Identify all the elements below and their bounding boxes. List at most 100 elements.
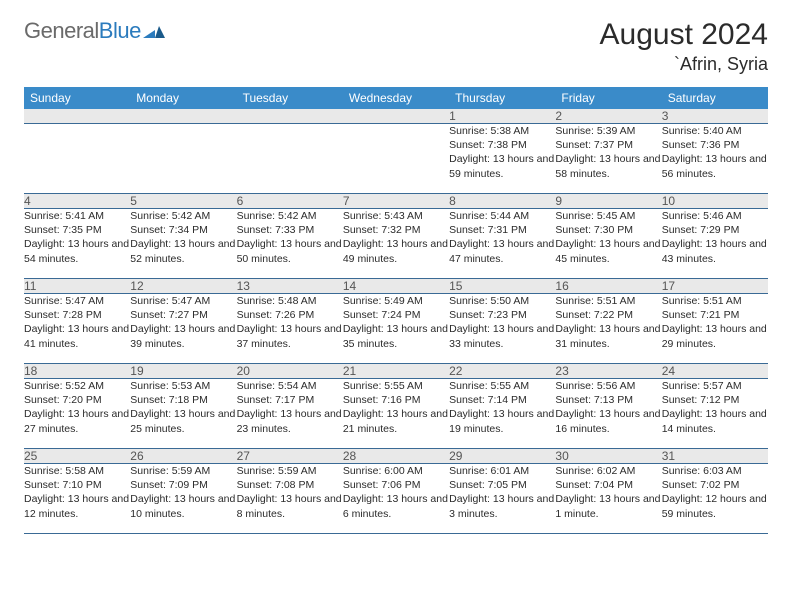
- day-number-row: 18192021222324: [24, 364, 768, 379]
- sunrise-text: Sunrise: 5:56 AM: [555, 379, 661, 393]
- day-number: 6: [237, 194, 343, 209]
- day-number: 19: [130, 364, 236, 379]
- day-cell: Sunrise: 5:52 AMSunset: 7:20 PMDaylight:…: [24, 379, 130, 449]
- day-number: 5: [130, 194, 236, 209]
- sunset-text: Sunset: 7:28 PM: [24, 308, 130, 322]
- day-number: [130, 109, 236, 124]
- sunrise-text: Sunrise: 6:00 AM: [343, 464, 449, 478]
- day-cell: Sunrise: 5:45 AMSunset: 7:30 PMDaylight:…: [555, 209, 661, 279]
- sunset-text: Sunset: 7:20 PM: [24, 393, 130, 407]
- day-number: 13: [237, 279, 343, 294]
- daylight-text: Daylight: 13 hours and 21 minutes.: [343, 407, 449, 435]
- sunrise-text: Sunrise: 5:51 AM: [662, 294, 768, 308]
- sunrise-text: Sunrise: 5:47 AM: [24, 294, 130, 308]
- sunrise-text: Sunrise: 5:59 AM: [237, 464, 343, 478]
- daylight-text: Daylight: 13 hours and 35 minutes.: [343, 322, 449, 350]
- sunrise-text: Sunrise: 5:43 AM: [343, 209, 449, 223]
- day-cell: Sunrise: 5:49 AMSunset: 7:24 PMDaylight:…: [343, 294, 449, 364]
- sunrise-text: Sunrise: 5:54 AM: [237, 379, 343, 393]
- daylight-text: Daylight: 13 hours and 3 minutes.: [449, 492, 555, 520]
- daylight-text: Daylight: 13 hours and 8 minutes.: [237, 492, 343, 520]
- weekday-header: Tuesday: [237, 87, 343, 109]
- sunset-text: Sunset: 7:21 PM: [662, 308, 768, 322]
- calendar-table: Sunday Monday Tuesday Wednesday Thursday…: [24, 87, 768, 534]
- sunset-text: Sunset: 7:32 PM: [343, 223, 449, 237]
- sunset-text: Sunset: 7:35 PM: [24, 223, 130, 237]
- sunset-text: Sunset: 7:24 PM: [343, 308, 449, 322]
- day-cell: [237, 124, 343, 194]
- daylight-text: Daylight: 13 hours and 59 minutes.: [449, 152, 555, 180]
- sunrise-text: Sunrise: 5:39 AM: [555, 124, 661, 138]
- sunrise-text: Sunrise: 5:48 AM: [237, 294, 343, 308]
- day-cell: Sunrise: 6:00 AMSunset: 7:06 PMDaylight:…: [343, 464, 449, 534]
- sunset-text: Sunset: 7:12 PM: [662, 393, 768, 407]
- sunset-text: Sunset: 7:06 PM: [343, 478, 449, 492]
- day-cell: Sunrise: 5:44 AMSunset: 7:31 PMDaylight:…: [449, 209, 555, 279]
- sunrise-text: Sunrise: 5:47 AM: [130, 294, 236, 308]
- sunset-text: Sunset: 7:31 PM: [449, 223, 555, 237]
- sunrise-text: Sunrise: 5:55 AM: [343, 379, 449, 393]
- sunset-text: Sunset: 7:09 PM: [130, 478, 236, 492]
- day-number: 27: [237, 449, 343, 464]
- sunset-text: Sunset: 7:16 PM: [343, 393, 449, 407]
- day-number: 11: [24, 279, 130, 294]
- day-cell: Sunrise: 6:01 AMSunset: 7:05 PMDaylight:…: [449, 464, 555, 534]
- daylight-text: Daylight: 13 hours and 1 minute.: [555, 492, 661, 520]
- month-title: August 2024: [600, 18, 768, 52]
- sunrise-text: Sunrise: 5:52 AM: [24, 379, 130, 393]
- day-body-row: Sunrise: 5:38 AMSunset: 7:38 PMDaylight:…: [24, 124, 768, 194]
- sunrise-text: Sunrise: 5:49 AM: [343, 294, 449, 308]
- logo-mark-icon: [143, 18, 165, 44]
- weekday-header-row: Sunday Monday Tuesday Wednesday Thursday…: [24, 87, 768, 109]
- sunrise-text: Sunrise: 5:42 AM: [130, 209, 236, 223]
- daylight-text: Daylight: 13 hours and 14 minutes.: [662, 407, 768, 435]
- daylight-text: Daylight: 13 hours and 6 minutes.: [343, 492, 449, 520]
- sunrise-text: Sunrise: 5:50 AM: [449, 294, 555, 308]
- daylight-text: Daylight: 13 hours and 50 minutes.: [237, 237, 343, 265]
- sunset-text: Sunset: 7:22 PM: [555, 308, 661, 322]
- daylight-text: Daylight: 13 hours and 52 minutes.: [130, 237, 236, 265]
- sunrise-text: Sunrise: 5:57 AM: [662, 379, 768, 393]
- day-number: 14: [343, 279, 449, 294]
- daylight-text: Daylight: 13 hours and 10 minutes.: [130, 492, 236, 520]
- day-cell: Sunrise: 5:40 AMSunset: 7:36 PMDaylight:…: [662, 124, 768, 194]
- day-number: [343, 109, 449, 124]
- weekday-header: Thursday: [449, 87, 555, 109]
- sunset-text: Sunset: 7:30 PM: [555, 223, 661, 237]
- day-number: 31: [662, 449, 768, 464]
- weekday-header: Wednesday: [343, 87, 449, 109]
- day-number: 21: [343, 364, 449, 379]
- day-body-row: Sunrise: 5:58 AMSunset: 7:10 PMDaylight:…: [24, 464, 768, 534]
- sunset-text: Sunset: 7:23 PM: [449, 308, 555, 322]
- daylight-text: Daylight: 13 hours and 45 minutes.: [555, 237, 661, 265]
- sunset-text: Sunset: 7:02 PM: [662, 478, 768, 492]
- day-cell: Sunrise: 5:41 AMSunset: 7:35 PMDaylight:…: [24, 209, 130, 279]
- title-block: August 2024 `Afrin, Syria: [600, 18, 768, 75]
- day-cell: Sunrise: 5:47 AMSunset: 7:27 PMDaylight:…: [130, 294, 236, 364]
- sunset-text: Sunset: 7:17 PM: [237, 393, 343, 407]
- sunset-text: Sunset: 7:33 PM: [237, 223, 343, 237]
- sunrise-text: Sunrise: 6:03 AM: [662, 464, 768, 478]
- sunrise-text: Sunrise: 5:53 AM: [130, 379, 236, 393]
- day-number-row: 123: [24, 109, 768, 124]
- weekday-header: Saturday: [662, 87, 768, 109]
- sunset-text: Sunset: 7:13 PM: [555, 393, 661, 407]
- sunrise-text: Sunrise: 5:41 AM: [24, 209, 130, 223]
- sunrise-text: Sunrise: 6:02 AM: [555, 464, 661, 478]
- day-cell: Sunrise: 5:51 AMSunset: 7:22 PMDaylight:…: [555, 294, 661, 364]
- day-number: 2: [555, 109, 661, 124]
- day-cell: Sunrise: 5:46 AMSunset: 7:29 PMDaylight:…: [662, 209, 768, 279]
- day-body-row: Sunrise: 5:41 AMSunset: 7:35 PMDaylight:…: [24, 209, 768, 279]
- day-number: 15: [449, 279, 555, 294]
- day-number: 29: [449, 449, 555, 464]
- day-body-row: Sunrise: 5:47 AMSunset: 7:28 PM Daylight:…: [24, 294, 768, 364]
- weekday-header: Friday: [555, 87, 661, 109]
- sunrise-text: Sunrise: 5:44 AM: [449, 209, 555, 223]
- day-cell: Sunrise: 5:59 AMSunset: 7:09 PMDaylight:…: [130, 464, 236, 534]
- sunset-text: Sunset: 7:36 PM: [662, 138, 768, 152]
- daylight-text: Daylight: 13 hours and 19 minutes.: [449, 407, 555, 435]
- day-cell: Sunrise: 5:51 AMSunset: 7:21 PMDaylight:…: [662, 294, 768, 364]
- calendar-page: GeneralBlue August 2024 `Afrin, Syria Su…: [0, 0, 792, 552]
- daylight-text: Daylight: 13 hours and 27 minutes.: [24, 407, 130, 435]
- day-cell: Sunrise: 5:42 AMSunset: 7:33 PMDaylight:…: [237, 209, 343, 279]
